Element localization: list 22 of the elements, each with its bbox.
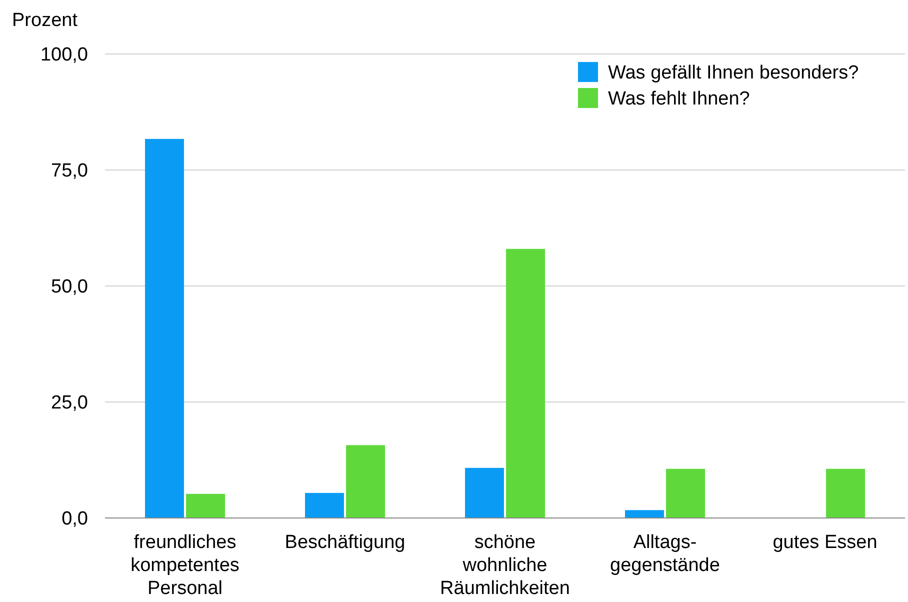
bar (305, 492, 344, 518)
bar (465, 468, 504, 518)
y-tick-label: 0,0 (62, 508, 88, 530)
legend-label: Was gefällt Ihnen besonders? (608, 62, 859, 84)
y-axis-title: Prozent (12, 10, 78, 31)
y-tick-label: 50,0 (51, 276, 88, 298)
bar (145, 138, 184, 518)
y-tick-label: 25,0 (51, 392, 88, 414)
y-tick-label: 100,0 (40, 44, 88, 66)
x-tick-label: schöne wohnliche Räumlichkeiten (440, 532, 570, 599)
y-tick-label: 75,0 (51, 160, 88, 182)
x-tick-label: gutes Essen (772, 532, 878, 553)
bar (186, 494, 225, 518)
bar (625, 510, 664, 518)
bar (346, 445, 385, 518)
legend-label: Was fehlt Ihnen? (608, 88, 750, 110)
x-tick-label: freundliches kompetentes Personal (130, 532, 240, 599)
x-tick-label: Alltags- gegenstände (610, 532, 720, 576)
x-tick-label: Beschäftigung (284, 532, 406, 553)
bar (506, 248, 545, 518)
bar (826, 468, 865, 518)
bar (666, 468, 705, 518)
